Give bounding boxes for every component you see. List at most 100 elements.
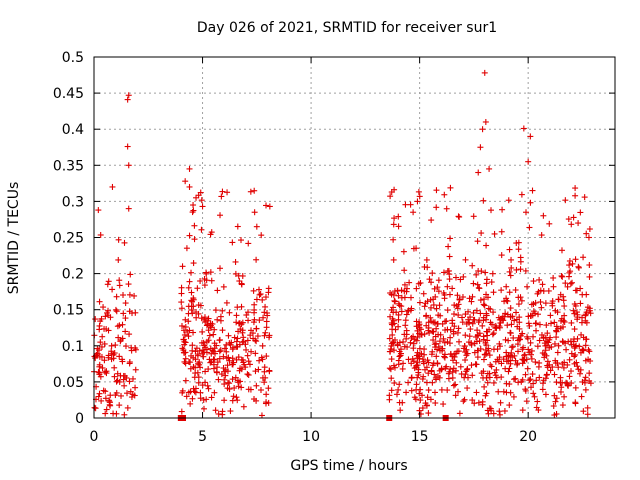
data-point [102, 388, 109, 395]
data-point [502, 336, 509, 343]
data-point [188, 297, 195, 304]
data-point [115, 236, 122, 243]
data-point [530, 380, 537, 387]
data-point [186, 183, 193, 190]
data-point [192, 385, 199, 392]
data-point [496, 354, 503, 361]
data-point [486, 165, 493, 172]
data-point [389, 315, 396, 322]
data-point [230, 344, 237, 351]
data-point [416, 193, 423, 200]
data-point [99, 333, 106, 340]
data-point [546, 220, 553, 227]
data-point [186, 278, 193, 285]
data-point [480, 301, 487, 308]
data-point [445, 243, 452, 250]
data-point [414, 327, 421, 334]
data-point [441, 191, 448, 198]
data-point [405, 379, 412, 386]
data-point [212, 407, 219, 414]
data-point [490, 346, 497, 353]
data-point [234, 223, 241, 230]
data-point [246, 361, 253, 368]
data-point [492, 372, 499, 379]
data-point [219, 408, 226, 415]
data-point [400, 248, 407, 255]
data-point [431, 285, 438, 292]
data-point [189, 395, 196, 402]
data-point [444, 387, 451, 394]
data-point [498, 360, 505, 367]
data-point [522, 387, 529, 394]
data-point [574, 335, 581, 342]
data-point [586, 262, 593, 269]
y-tick-label: 0.4 [62, 122, 84, 138]
data-point [407, 201, 414, 208]
data-point [462, 256, 469, 263]
data-point [233, 394, 240, 401]
data-point [483, 350, 490, 357]
data-point [441, 354, 448, 361]
y-tick-label: 0 [75, 411, 84, 427]
data-point [577, 366, 584, 373]
data-point [469, 397, 476, 404]
data-point [568, 221, 575, 228]
data-point [549, 300, 556, 307]
data-point [572, 384, 579, 391]
data-point [244, 371, 251, 378]
data-point [507, 272, 514, 279]
data-point [216, 336, 223, 343]
data-point [408, 375, 415, 382]
data-point [430, 296, 437, 303]
data-point [542, 334, 549, 341]
data-point [190, 363, 197, 370]
data-point [413, 245, 420, 252]
data-point [399, 399, 406, 406]
data-point [544, 358, 551, 365]
data-point [195, 379, 202, 386]
data-point [516, 314, 523, 321]
data-point [214, 287, 221, 294]
data-point [513, 266, 520, 273]
data-point [401, 281, 408, 288]
data-point [583, 230, 590, 237]
data-point [203, 346, 210, 353]
data-point [445, 375, 452, 382]
data-point [496, 408, 503, 415]
data-point [475, 399, 482, 406]
data-point [505, 337, 512, 344]
data-point [582, 386, 589, 393]
data-point [456, 338, 463, 345]
data-point [523, 398, 530, 405]
data-point [423, 322, 430, 329]
data-point [499, 206, 506, 213]
data-point [223, 299, 230, 306]
data-point [553, 323, 560, 330]
data-point [454, 305, 461, 312]
data-point [469, 262, 476, 269]
data-point [490, 330, 497, 337]
data-point [473, 271, 480, 278]
data-point [238, 237, 245, 244]
data-point [116, 353, 123, 360]
data-point [109, 286, 116, 293]
data-point [484, 379, 491, 386]
data-point [96, 371, 103, 378]
data-point [439, 345, 446, 352]
data-point [473, 389, 480, 396]
chart-title: Day 026 of 2021, SRMTID for receiver sur… [197, 20, 497, 36]
data-point [124, 390, 131, 397]
data-point [188, 289, 195, 296]
data-point [525, 346, 532, 353]
data-point [462, 311, 469, 318]
data-point [539, 281, 546, 288]
data-point [532, 359, 539, 366]
data-point [434, 360, 441, 367]
data-point [431, 371, 438, 378]
data-point [473, 361, 480, 368]
data-point [536, 276, 543, 283]
data-point [497, 343, 504, 350]
data-point [525, 158, 532, 165]
data-point [514, 360, 521, 367]
data-point [391, 380, 398, 387]
